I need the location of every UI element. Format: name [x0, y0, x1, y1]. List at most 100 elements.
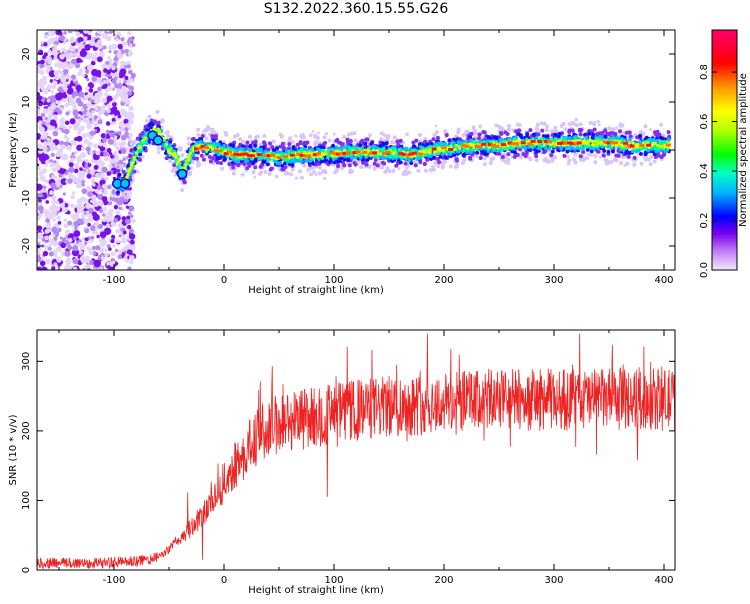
noise-dot [104, 176, 109, 181]
ridge-band-dot [247, 134, 252, 139]
ridge-band-dot [643, 124, 648, 129]
ridge-band-dot [263, 170, 268, 175]
ridge-band-dot [291, 145, 296, 150]
noise-dot [72, 109, 79, 116]
ridge-band-dot [309, 172, 314, 177]
ridge-band-dot [168, 140, 173, 145]
noise-dot [80, 170, 86, 177]
ridge-band-dot [256, 147, 260, 151]
noise-dot [128, 111, 134, 118]
ridge-band-dot [259, 156, 263, 160]
noise-dot [70, 80, 74, 84]
noise-dot [73, 230, 81, 237]
ridge-band-dot [643, 157, 648, 162]
ridge-band-dot [469, 138, 473, 142]
noise-dot [87, 63, 93, 69]
noise-dot [44, 235, 49, 241]
noise-dot [99, 172, 105, 179]
halo-dot [253, 176, 257, 179]
noise-dot [119, 60, 126, 67]
ridge-band-dot [120, 164, 125, 169]
noise-dot [105, 30, 110, 33]
ridge-band-dot [442, 159, 447, 164]
noise-dot [69, 88, 74, 93]
noise-dot [79, 220, 85, 225]
noise-dot [113, 121, 117, 125]
noise-dot [84, 237, 89, 242]
noise-dot [57, 150, 61, 155]
noise-dot [83, 218, 89, 225]
noise-dot [78, 126, 84, 131]
noise-dot [132, 43, 136, 47]
noise-dot [47, 59, 53, 65]
noise-dot [113, 217, 119, 223]
noise-dot [41, 75, 48, 82]
noise-dot [37, 108, 41, 114]
noise-dot [103, 151, 108, 156]
noise-dot [97, 257, 101, 261]
halo-dot [614, 126, 618, 130]
ridge-band-dot [280, 163, 285, 168]
noise-dot [39, 145, 45, 151]
ridge-band-dot [223, 130, 228, 135]
noise-dot [55, 246, 62, 253]
ridge-band-dot [438, 154, 443, 159]
ridge-band-dot [345, 158, 350, 162]
noise-dot [61, 98, 67, 103]
ridge-band-dot [261, 159, 266, 163]
noise-dot [112, 94, 119, 100]
noise-dot [69, 37, 75, 44]
noise-dot [113, 135, 118, 139]
ridge-band-dot [282, 157, 286, 161]
ridge-band-dot [616, 153, 621, 158]
noise-dot [92, 56, 98, 62]
noise-dot [110, 154, 114, 159]
ridge-band-dot [288, 172, 293, 177]
noise-dot [73, 168, 79, 174]
noise-dot [38, 101, 43, 107]
noise-dot [67, 245, 73, 251]
noise-dot [75, 57, 82, 64]
ridge-band-dot [120, 190, 125, 195]
noise-dot [131, 218, 136, 224]
ridge-band-dot [342, 134, 347, 139]
ridge-band-dot [661, 140, 665, 144]
ridge-band-dot [387, 169, 392, 174]
ridge-band-dot [323, 170, 328, 175]
ridge-band-dot [322, 135, 327, 140]
ridge-band-dot [372, 161, 377, 166]
noise-dot [86, 133, 91, 138]
noise-dot [113, 204, 119, 210]
noise-dot [65, 258, 72, 265]
noise-dot [84, 228, 90, 234]
ridge-band-dot [628, 134, 633, 139]
ridge-band-dot [542, 121, 547, 126]
ridge-band-dot [398, 160, 403, 165]
noise-dot [91, 76, 97, 82]
noise-dot [37, 165, 42, 171]
ridge-band-dot [379, 131, 384, 136]
ridge-band-dot [253, 165, 258, 170]
ridge-band-dot [627, 130, 632, 135]
noise-dot [45, 223, 51, 229]
noise-dot [37, 215, 41, 221]
ridge-band-dot [160, 118, 165, 123]
noise-dot [87, 30, 92, 35]
noise-dot [125, 61, 130, 65]
noise-dot [120, 148, 127, 155]
noise-dot [107, 64, 111, 69]
ridge-band-dot [281, 145, 286, 150]
noise-dot [124, 126, 129, 132]
noise-dot [99, 231, 107, 238]
noise-dot [123, 118, 129, 124]
noise-dot [122, 230, 127, 235]
noise-dot [120, 238, 127, 244]
noise-dot [118, 206, 122, 211]
ridge-band-dot [403, 169, 408, 174]
noise-dot [86, 173, 92, 179]
ridge-band-dot [168, 158, 173, 163]
noise-dot [64, 141, 70, 146]
noise-dot [46, 137, 51, 142]
ridge-band-dot [443, 155, 448, 160]
ridge-band-dot [196, 160, 201, 165]
